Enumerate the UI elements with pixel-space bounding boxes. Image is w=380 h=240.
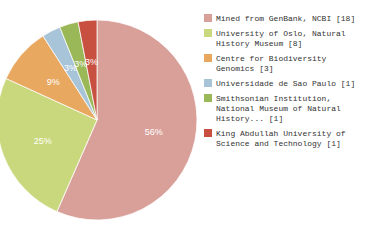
legend-swatch [204, 79, 212, 87]
data-label: 9% [47, 77, 60, 87]
legend-label-line: Mined from GenBank, NCBI [18] [216, 14, 355, 23]
legend-item: University of Oslo, NaturalHistory Museu… [204, 29, 346, 48]
legend-item: King Abdullah University ofScience and T… [204, 129, 346, 148]
pie: 56%25%9%3%3%3% [0, 20, 197, 220]
legend-swatch [204, 14, 212, 22]
legend-label-line: Genomics [3] [216, 64, 274, 73]
legend-label-line: Universidade de Sao Paulo [1] [216, 79, 355, 88]
legend-label-line: Smithsonian Institution, [216, 94, 331, 103]
legend-label: Smithsonian Institution,National Museum … [216, 94, 341, 123]
legend-label-line: Centre for Biodiversity [216, 54, 327, 63]
legend-label: University of Oslo, NaturalHistory Museu… [216, 29, 346, 48]
legend-label: Mined from GenBank, NCBI [18] [216, 14, 355, 23]
legend-swatch [204, 129, 212, 137]
legend-swatch [204, 29, 212, 37]
legend-label-line: Science and Technology [1] [216, 139, 341, 148]
legend-label-line: University of Oslo, Natural [216, 29, 346, 38]
legend-swatch [204, 54, 212, 62]
chart: 56%25%9%3%3%3%Mined from GenBank, NCBI [… [0, 0, 380, 240]
legend-label: Centre for BiodiversityGenomics [3] [216, 54, 327, 73]
legend-label: King Abdullah University ofScience and T… [216, 129, 346, 148]
legend-label: Universidade de Sao Paulo [1] [216, 79, 355, 88]
data-label: 56% [145, 127, 163, 137]
legend-item: Mined from GenBank, NCBI [18] [204, 14, 355, 23]
legend-item: Smithsonian Institution,National Museum … [204, 94, 341, 123]
legend-item: Universidade de Sao Paulo [1] [204, 79, 355, 88]
data-label: 3% [85, 57, 98, 67]
legend-label-line: King Abdullah University of [216, 129, 346, 138]
legend-item: Centre for BiodiversityGenomics [3] [204, 54, 327, 73]
slice [78, 20, 97, 120]
legend-label-line: National Museum of Natural [216, 104, 341, 113]
legend: Mined from GenBank, NCBI [18] University … [204, 14, 355, 148]
legend-label-line: History Museum [8] [216, 39, 302, 48]
legend-swatch [204, 94, 212, 102]
legend-label-line: History... [1] [216, 114, 283, 123]
data-label: 25% [34, 136, 52, 146]
